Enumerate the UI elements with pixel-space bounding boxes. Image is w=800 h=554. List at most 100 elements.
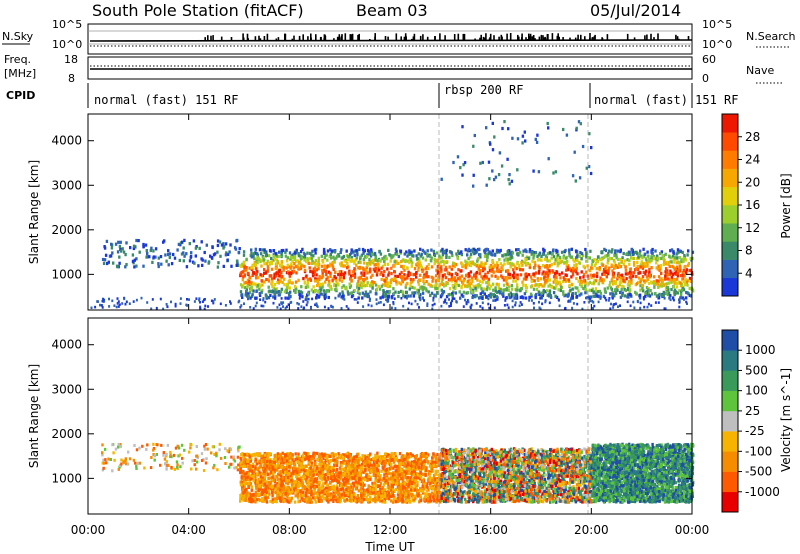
power-cell — [388, 289, 391, 294]
power-cell — [328, 254, 331, 258]
power-cell — [606, 261, 609, 265]
power-cell — [272, 249, 276, 253]
nsky-spike — [351, 33, 354, 40]
power-cell — [350, 291, 353, 295]
velocity-cell — [274, 457, 278, 461]
power-cell — [468, 274, 471, 278]
velocity-cell — [296, 471, 299, 475]
power-cell — [399, 249, 403, 253]
power-cell — [111, 251, 114, 255]
velocity-cell — [307, 485, 311, 489]
velocity-cell — [351, 458, 354, 462]
power-cell — [537, 290, 541, 294]
power-cell — [518, 304, 521, 308]
power-cell — [152, 255, 156, 259]
power-cell — [492, 288, 495, 292]
power-cell — [593, 278, 596, 282]
power-cell — [377, 301, 380, 305]
nsky-spike — [480, 34, 482, 40]
power-cell — [565, 262, 569, 266]
power-cell — [242, 250, 246, 254]
nsky-spike — [594, 34, 596, 40]
power-cell — [134, 245, 137, 249]
power-cell — [506, 303, 509, 307]
velocity-cell — [254, 472, 257, 476]
power-cell — [474, 286, 477, 290]
power-cell — [315, 268, 318, 272]
power-cell — [319, 292, 322, 296]
power-cell — [362, 267, 365, 271]
power-cell — [239, 283, 243, 287]
power-cell — [326, 276, 329, 280]
velocity-cell — [425, 489, 428, 493]
power-cell — [382, 293, 385, 297]
power-cell — [482, 287, 486, 291]
power-cell — [527, 273, 531, 277]
power-cell — [193, 300, 196, 303]
power-cell — [375, 269, 378, 273]
velocity-cell — [280, 478, 283, 482]
power-cell — [679, 295, 683, 299]
velocity-cell — [327, 490, 330, 494]
velocity-cell — [267, 477, 270, 481]
power-cell — [667, 260, 670, 265]
power-cell — [402, 275, 405, 279]
power-cell — [109, 254, 113, 258]
power-cell — [179, 302, 182, 305]
velocity-cell — [264, 499, 267, 503]
power-cell — [409, 251, 412, 255]
velocity-cell — [321, 484, 324, 488]
power-cell — [435, 251, 439, 255]
velocity-cell — [265, 500, 269, 504]
power-cell — [673, 291, 677, 295]
power-cell — [465, 302, 468, 306]
power-cell — [219, 302, 222, 306]
power-cell — [379, 272, 382, 276]
power-cell — [301, 295, 304, 299]
power-cell — [418, 297, 421, 300]
power-cell — [247, 292, 250, 296]
power-cell — [340, 261, 343, 265]
power-cell — [562, 127, 565, 132]
power-cell — [309, 278, 313, 282]
power-cell — [348, 270, 351, 274]
velocity-cell — [440, 492, 443, 496]
velocity-cell — [341, 485, 344, 489]
power-cell — [598, 279, 602, 283]
power-cell — [681, 296, 685, 300]
power-cell — [672, 278, 676, 282]
power-cell — [683, 254, 686, 258]
power-cell — [293, 251, 297, 255]
power-cell — [477, 296, 481, 300]
velocity-cell — [310, 489, 313, 494]
velocity-cell — [365, 462, 368, 466]
power-cell — [477, 257, 480, 261]
power-cell — [506, 269, 510, 273]
power-cell — [501, 254, 504, 258]
power-cell — [379, 252, 383, 256]
power-cell — [411, 291, 414, 295]
power-cell — [417, 289, 421, 293]
velocity-cell — [321, 468, 325, 472]
power-cell — [625, 277, 628, 281]
power-cell — [359, 261, 362, 265]
power-cell — [639, 306, 642, 310]
power-cell — [352, 250, 355, 254]
velocity-cell — [341, 467, 344, 471]
power-cell — [563, 260, 567, 264]
power-cell — [254, 282, 257, 286]
power-cell — [628, 292, 631, 296]
power-cell — [274, 266, 278, 271]
power-cell — [657, 279, 660, 283]
power-cell — [489, 263, 493, 268]
power-cell — [585, 251, 588, 255]
power-cell — [430, 248, 433, 252]
power-cell — [628, 258, 631, 262]
power-cell — [496, 276, 499, 280]
power-cell — [406, 259, 409, 263]
power-cell — [284, 254, 288, 258]
power-cell — [650, 266, 653, 270]
power-cell — [489, 284, 493, 288]
nsky-spike — [517, 34, 519, 40]
nsky-spike — [212, 35, 214, 40]
